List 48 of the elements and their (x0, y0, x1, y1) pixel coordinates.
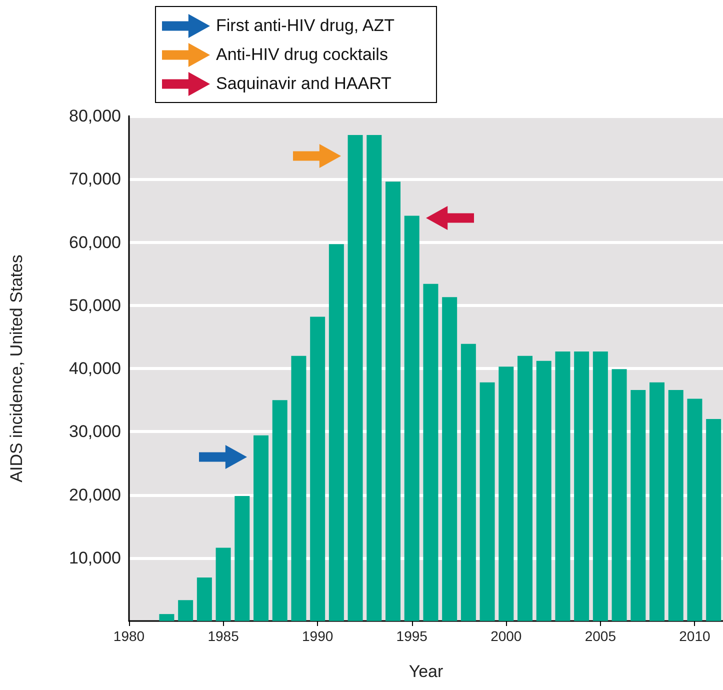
x-tick-label: 1990 (302, 628, 334, 644)
x-tick-label: 1980 (113, 628, 145, 644)
x-axis-title: Year (408, 662, 444, 681)
bar (234, 496, 250, 621)
bar (536, 360, 552, 621)
y-tick-label: 40,000 (69, 359, 121, 378)
y-axis-title: AIDS incidence, United States (7, 254, 26, 482)
y-tick-label: 60,000 (69, 232, 121, 252)
key-box: First anti-HIV drug, AZT Anti-HIV drug cocktails Saquinavir and HAART (155, 6, 437, 103)
bar (178, 600, 194, 621)
bar (196, 577, 212, 621)
bar (404, 216, 420, 621)
bar (348, 134, 363, 621)
bar (442, 297, 458, 621)
bar (574, 351, 590, 621)
bar (592, 351, 608, 621)
bar (216, 548, 231, 621)
bar (423, 284, 438, 621)
bar (159, 614, 174, 621)
y-tick-label: 30,000 (69, 422, 121, 442)
bar (630, 390, 646, 621)
y-tick-label: 70,000 (69, 170, 121, 189)
bar (706, 419, 722, 621)
y-tick-label: 80,000 (69, 106, 121, 126)
bar (668, 390, 684, 621)
x-tick-label: 2010 (679, 628, 710, 644)
bar (366, 134, 382, 621)
x-tick-label: 1985 (208, 628, 240, 644)
bar (612, 369, 627, 621)
x-tick-label: 1995 (396, 628, 428, 644)
y-tick-label: 50,000 (69, 296, 121, 315)
x-tick-label: 2005 (584, 628, 616, 644)
bar (460, 344, 476, 621)
bar (254, 435, 268, 621)
bar (328, 244, 344, 621)
bar (386, 182, 400, 621)
bar (291, 356, 306, 621)
y-tick-label: 10,000 (69, 548, 121, 568)
bar (650, 382, 664, 621)
bar (272, 400, 288, 621)
bar (687, 398, 702, 621)
x-tick-label: 2000 (490, 628, 522, 644)
y-tick-label: 20,000 (69, 485, 121, 504)
bar (555, 351, 570, 621)
bar (310, 316, 326, 621)
bar (480, 382, 495, 621)
bar (518, 356, 532, 621)
bar (498, 366, 514, 621)
